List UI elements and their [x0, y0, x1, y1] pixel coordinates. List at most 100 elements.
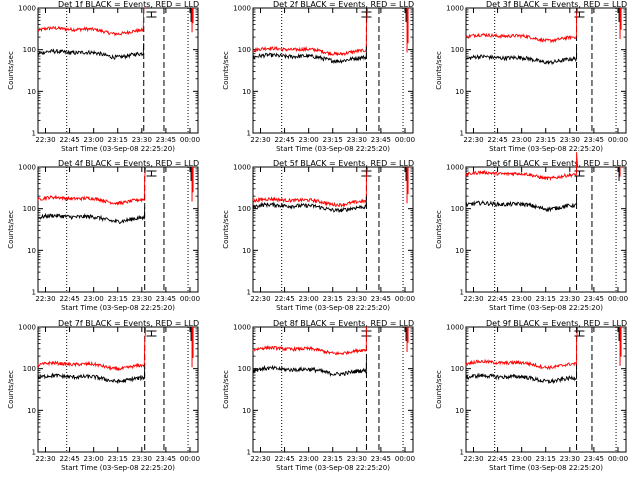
x-tick-label: 00:00: [395, 136, 415, 144]
red-spike: [406, 327, 409, 352]
red-lld-series: [465, 326, 578, 371]
black-events-series: [252, 196, 367, 213]
y-tick-label: 1000: [233, 5, 251, 13]
plot-frame: [37, 326, 199, 453]
error-bar-glyph: [574, 330, 585, 337]
x-tick-label: 23:15: [536, 136, 556, 144]
plot-frame: [37, 166, 199, 293]
y-tick-label: 1000: [446, 164, 464, 172]
y-tick-label: 100: [23, 205, 36, 213]
x-tick-label: 23:15: [323, 455, 343, 463]
error-bar-glyph: [146, 330, 157, 337]
y-tick-label: 10: [455, 247, 464, 255]
x-tick-label: 00:00: [608, 455, 628, 463]
y-tick-label: 100: [238, 205, 251, 213]
x-tick-label: 23:00: [512, 295, 532, 303]
x-axis-label: Start Time (03-Sep-08 22:25:20): [276, 464, 390, 472]
y-tick-label: 1000: [233, 164, 251, 172]
y-tick-label: 100: [238, 46, 251, 54]
x-axis-label: Start Time (03-Sep-08 22:25:20): [61, 304, 175, 312]
x-tick-label: 00:00: [608, 295, 628, 303]
panel-title: Det 1f BLACK = Events, RED = LLD: [58, 0, 199, 9]
black-events-series: [465, 48, 578, 66]
y-tick-label: 10: [455, 88, 464, 96]
x-tick-label: 23:00: [512, 455, 532, 463]
red-lld-series: [37, 7, 145, 37]
red-lld-series: [252, 7, 368, 57]
y-tick-label: 10: [242, 88, 251, 96]
y-tick-label: 100: [238, 365, 251, 373]
y-tick-label: 1000: [446, 5, 464, 13]
x-tick-label: 00:00: [180, 136, 200, 144]
y-tick-label: 100: [451, 205, 464, 213]
x-tick-label: 23:30: [560, 455, 580, 463]
x-axis-label: Start Time (03-Sep-08 22:25:20): [276, 145, 390, 153]
red-spike: [406, 8, 409, 53]
x-tick-label: 23:45: [371, 455, 391, 463]
panel-5: Det 5f BLACK = Events, RED = LLD 1 10 100 10…: [222, 159, 415, 312]
y-axis-label: Counts/sec: [7, 210, 15, 249]
y-axis-label: Counts/sec: [222, 51, 230, 90]
x-tick-label: 00:00: [395, 295, 415, 303]
panel-title: Det 6f BLACK = Events, RED = LLD: [486, 159, 627, 168]
red-lld-series: [37, 326, 147, 372]
panel-7: Det 7f BLACK = Events, RED = LLD 1 10 100 10…: [7, 319, 200, 472]
x-axis-label: Start Time (03-Sep-08 22:25:20): [61, 145, 175, 153]
plot-frame: [465, 7, 627, 134]
x-tick-label: 23:15: [536, 455, 556, 463]
y-tick-label: 10: [242, 407, 251, 415]
y-axis-label: Counts/sec: [222, 370, 230, 409]
y-tick-label: 1: [32, 130, 36, 138]
x-tick-label: 22:30: [463, 136, 483, 144]
x-tick-label: 23:15: [108, 295, 128, 303]
x-tick-label: 23:45: [156, 455, 176, 463]
red-lld-series: [37, 166, 147, 206]
x-tick-label: 22:45: [274, 455, 294, 463]
x-tick-label: 22:45: [274, 136, 294, 144]
y-tick-label: 1: [460, 449, 464, 457]
x-axis-label: Start Time (03-Sep-08 22:25:20): [489, 145, 603, 153]
x-tick-label: 22:30: [250, 136, 270, 144]
black-events-series: [252, 359, 367, 378]
panel-title: Det 5f BLACK = Events, RED = LLD: [273, 159, 414, 168]
panel-title: Det 4f BLACK = Events, RED = LLD: [58, 159, 199, 168]
plot-frame: [465, 166, 627, 293]
y-tick-label: 1000: [446, 324, 464, 332]
x-tick-label: 23:15: [108, 136, 128, 144]
x-tick-label: 22:30: [250, 455, 270, 463]
black-events-series: [37, 367, 146, 384]
x-tick-label: 23:15: [536, 295, 556, 303]
red-lld-series: [252, 166, 368, 208]
x-tick-label: 00:00: [180, 455, 200, 463]
red-spike: [619, 8, 622, 40]
error-bar-glyph: [361, 11, 372, 18]
y-axis-label: Counts/sec: [222, 210, 230, 249]
error-bar-glyph: [146, 11, 157, 18]
x-tick-label: 23:00: [84, 455, 104, 463]
red-lld-series: [465, 152, 578, 181]
x-tick-label: 23:30: [347, 136, 367, 144]
x-tick-label: 23:30: [560, 136, 580, 144]
x-tick-label: 23:00: [84, 295, 104, 303]
panel-4: Det 4f BLACK = Events, RED = LLD 1 10 100 10…: [7, 159, 200, 312]
panel-title: Det 7f BLACK = Events, RED = LLD: [58, 319, 199, 328]
red-spike: [406, 167, 409, 204]
x-tick-label: 23:15: [323, 295, 343, 303]
x-tick-label: 23:00: [299, 136, 319, 144]
x-axis-label: Start Time (03-Sep-08 22:25:20): [276, 304, 390, 312]
y-axis-label: Counts/sec: [7, 51, 15, 90]
y-tick-label: 1: [460, 130, 464, 138]
y-axis-label: Counts/sec: [435, 210, 443, 249]
panel-title: Det 9f BLACK = Events, RED = LLD: [486, 319, 627, 328]
x-tick-label: 22:45: [274, 295, 294, 303]
x-tick-label: 23:30: [560, 295, 580, 303]
x-tick-label: 22:45: [487, 295, 507, 303]
red-spike: [191, 8, 194, 33]
red-spike: [619, 327, 622, 366]
x-tick-label: 23:00: [512, 136, 532, 144]
x-tick-label: 22:45: [59, 455, 79, 463]
panel-title: Det 3f BLACK = Events, RED = LLD: [486, 0, 627, 9]
x-tick-label: 23:45: [156, 295, 176, 303]
panel-9: Det 9f BLACK = Events, RED = LLD 1 10 100 10…: [435, 319, 628, 472]
plot-frame: [37, 7, 199, 134]
